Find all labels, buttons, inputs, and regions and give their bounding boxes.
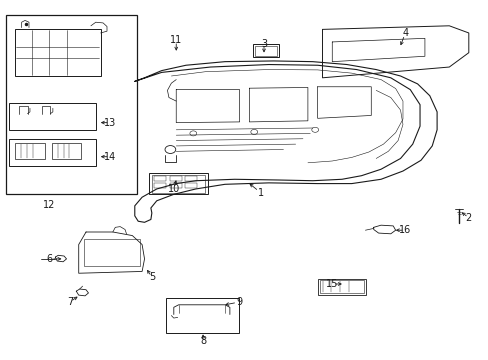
Bar (165, 298, 238, 333)
Bar (15, 30, 101, 76)
Text: 8: 8 (200, 336, 206, 346)
Bar (253, 44, 278, 57)
Text: 10: 10 (167, 184, 180, 194)
Bar (9, 139, 96, 166)
Bar (9, 103, 96, 130)
Bar (149, 173, 207, 194)
Text: 4: 4 (402, 28, 407, 38)
Text: 11: 11 (170, 35, 182, 45)
Bar (169, 176, 181, 181)
Bar (255, 45, 276, 55)
Bar (317, 279, 366, 295)
Bar (185, 176, 197, 181)
Text: 6: 6 (46, 254, 52, 264)
Bar (185, 183, 197, 188)
Text: 9: 9 (236, 297, 242, 307)
Bar (154, 183, 165, 188)
Text: 2: 2 (465, 213, 471, 222)
Bar (154, 176, 165, 181)
Text: 16: 16 (399, 225, 411, 235)
Text: 15: 15 (325, 279, 338, 289)
Bar (15, 143, 44, 159)
Text: 5: 5 (148, 272, 155, 282)
Bar (152, 175, 205, 193)
Bar (52, 143, 81, 159)
Bar (5, 15, 137, 194)
Bar (83, 239, 140, 266)
Text: 12: 12 (43, 200, 56, 210)
Text: 7: 7 (67, 297, 73, 307)
Text: 1: 1 (257, 188, 263, 198)
Bar (320, 280, 363, 293)
Text: 3: 3 (261, 39, 266, 49)
Text: 14: 14 (104, 152, 116, 162)
Bar (169, 183, 181, 188)
Text: 13: 13 (104, 118, 116, 128)
